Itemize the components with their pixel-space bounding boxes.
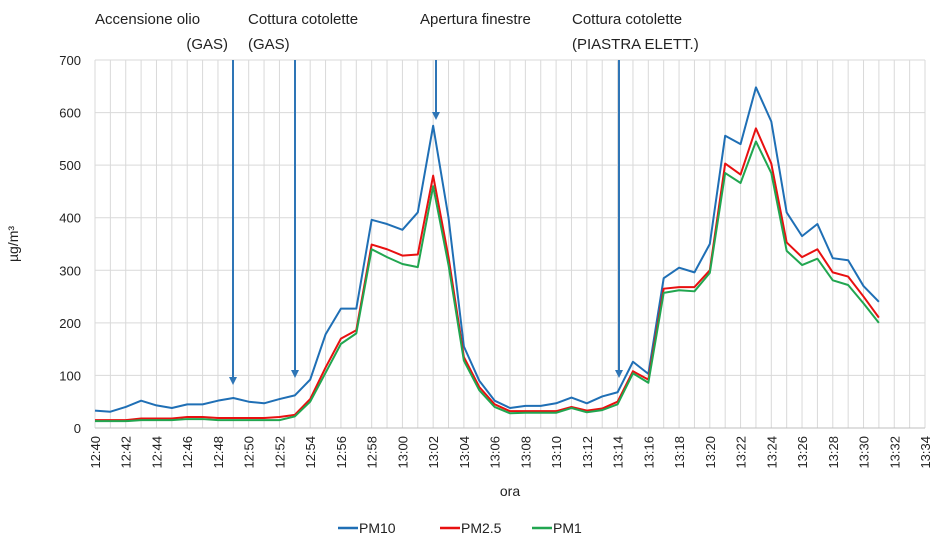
x-tick-label: 13:20 <box>703 436 718 469</box>
x-tick-label: 13:28 <box>826 436 841 469</box>
x-tick-label: 13:08 <box>518 436 533 469</box>
x-tick-label: 12:48 <box>211 436 226 469</box>
y-axis-label: µg/m³ <box>5 226 21 262</box>
x-tick-label: 13:02 <box>426 436 441 469</box>
legend-label: PM10 <box>359 520 396 536</box>
x-tick-label: 13:12 <box>580 436 595 469</box>
y-tick-label: 200 <box>59 316 81 331</box>
legend-label: PM2.5 <box>461 520 502 536</box>
x-tick-label: 13:06 <box>488 436 503 469</box>
x-tick-label: 12:40 <box>88 436 103 469</box>
annotation: (GAS) <box>248 36 290 53</box>
x-tick-label: 12:42 <box>119 436 134 469</box>
legend-label: PM1 <box>553 520 582 536</box>
annotation: (PIASTRA ELETT.) <box>572 36 699 53</box>
y-tick-label: 100 <box>59 368 81 383</box>
annotation-arrowhead <box>432 112 440 120</box>
y-tick-label: 500 <box>59 158 81 173</box>
y-tick-label: 0 <box>74 421 81 436</box>
x-tick-label: 13:34 <box>918 436 933 469</box>
x-tick-label: 13:32 <box>887 436 902 469</box>
x-tick-label: 13:10 <box>549 436 564 469</box>
annotation-arrowhead <box>615 370 623 378</box>
series-line <box>95 127 880 422</box>
x-tick-label: 13:26 <box>795 436 810 469</box>
x-tick-label: 13:18 <box>672 436 687 469</box>
annotation-arrowhead <box>291 370 299 378</box>
x-tick-label: 13:22 <box>734 436 749 469</box>
x-tick-label: 13:14 <box>611 436 626 469</box>
x-tick-label: 12:52 <box>272 436 287 469</box>
x-tick-label: 13:16 <box>641 436 656 469</box>
y-tick-label: 600 <box>59 106 81 121</box>
annotation: Cottura cotolette <box>572 11 682 28</box>
x-tick-label: 13:24 <box>764 436 779 469</box>
x-tick-label: 12:46 <box>180 436 195 469</box>
x-tick-label: 12:50 <box>242 436 257 469</box>
x-axis-label: ora <box>500 483 520 499</box>
x-tick-label: 12:56 <box>334 436 349 469</box>
x-tick-label: 12:44 <box>149 436 164 469</box>
annotation: Cottura cotolette <box>248 11 358 28</box>
y-tick-label: 400 <box>59 211 81 226</box>
annotation: (GAS) <box>186 36 228 53</box>
x-tick-label: 13:00 <box>395 436 410 469</box>
annotation: Accensione olio <box>95 11 200 28</box>
x-tick-label: 12:54 <box>303 436 318 469</box>
series-line <box>95 140 880 423</box>
annotation: Apertura finestre <box>420 11 531 28</box>
x-tick-label: 13:04 <box>457 436 472 469</box>
x-tick-label: 13:30 <box>857 436 872 469</box>
series-line <box>94 86 880 413</box>
y-tick-label: 300 <box>59 263 81 278</box>
annotation-arrowhead <box>229 377 237 385</box>
y-tick-label: 700 <box>59 53 81 68</box>
x-tick-label: 12:58 <box>365 436 380 469</box>
